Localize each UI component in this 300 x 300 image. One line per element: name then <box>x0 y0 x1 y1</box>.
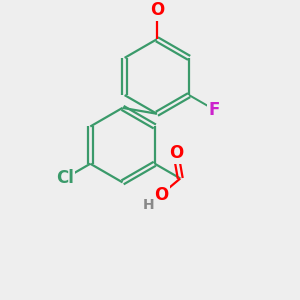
Text: O: O <box>169 144 183 162</box>
Text: Cl: Cl <box>56 169 74 188</box>
Text: O: O <box>154 186 168 204</box>
Text: F: F <box>209 101 220 119</box>
Text: O: O <box>150 1 164 19</box>
Text: H: H <box>143 198 154 212</box>
